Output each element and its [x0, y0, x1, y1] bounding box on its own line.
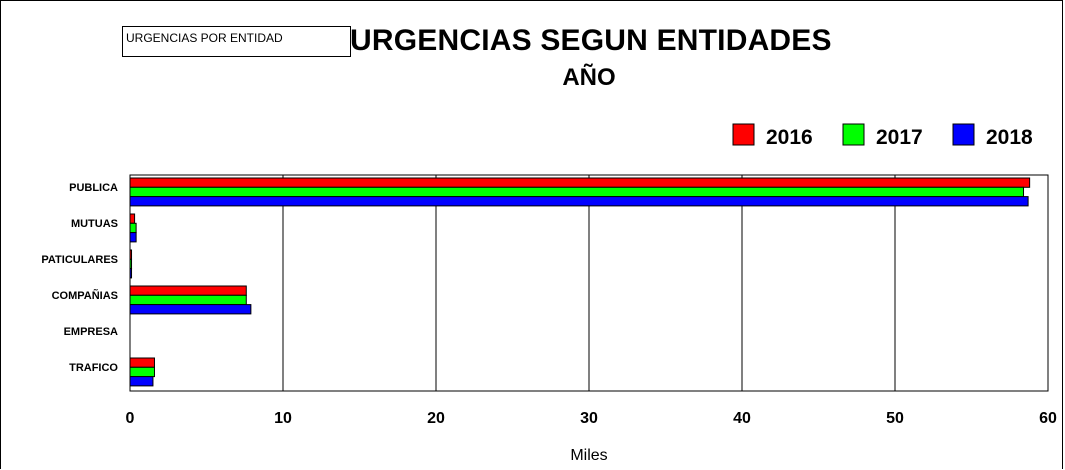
bar-2018	[129, 304, 252, 315]
category-label: COMPAÑIAS	[52, 289, 118, 302]
bar-2018	[129, 376, 154, 387]
x-tick-label: 60	[1039, 410, 1057, 427]
legend-label-2017: 2017	[876, 126, 923, 149]
bar-2017	[129, 294, 247, 306]
category-label: PUBLICA	[69, 182, 118, 194]
bar-2016	[129, 249, 133, 260]
chart-name-label: URGENCIAS POR ENTIDAD	[122, 26, 351, 57]
bar-2016	[129, 213, 136, 224]
bar-2018	[129, 232, 137, 243]
legend-label-2016: 2016	[766, 126, 813, 149]
x-tick-label: 50	[886, 410, 904, 427]
legend-swatch-2017	[842, 123, 865, 146]
bar-2018	[129, 268, 133, 279]
category-label: TRAFICO	[69, 362, 118, 374]
bar-2018	[129, 196, 1029, 207]
x-tick-label: 30	[580, 410, 598, 427]
chart-subtitle: AÑO	[562, 64, 616, 91]
bar-2016	[129, 357, 155, 368]
legend-swatch-2018	[952, 123, 975, 146]
category-label: MUTUAS	[71, 218, 118, 230]
legend-label-2018: 2018	[986, 126, 1033, 149]
chart-title: URGENCIAS SEGUN ENTIDADES	[350, 24, 832, 57]
x-tick-label: 20	[427, 410, 445, 427]
bar-2016	[129, 177, 1031, 188]
x-axis-label: Miles	[570, 447, 607, 464]
x-tick-label: 0	[126, 410, 135, 427]
bar-2017	[129, 258, 133, 270]
bar-2017	[129, 186, 1025, 198]
bar-2016	[129, 285, 247, 296]
legend-swatch-2016	[732, 123, 755, 146]
bar-2017	[129, 222, 137, 234]
category-label: EMPRESA	[64, 326, 118, 338]
category-label: PATICULARES	[41, 254, 118, 266]
bar-2017	[129, 366, 155, 378]
x-tick-label: 10	[274, 410, 292, 427]
x-tick-label: 40	[733, 410, 751, 427]
